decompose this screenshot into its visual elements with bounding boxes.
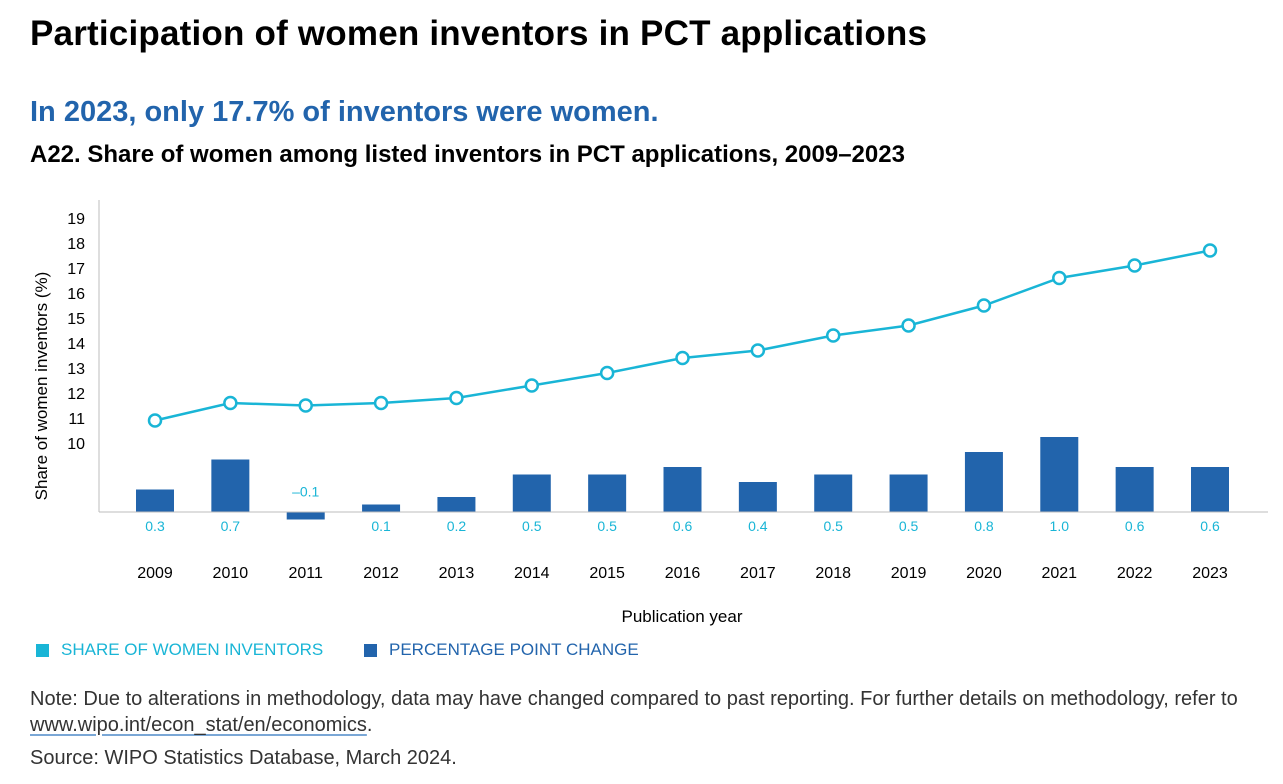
bar-data-label: 0.8 bbox=[974, 518, 994, 534]
y-axis: 10 11 12 13 14 15 16 17 18 19 bbox=[67, 200, 100, 512]
x-tick-label: 2016 bbox=[665, 565, 701, 582]
footnote: Note: Due to alterations in methodology,… bbox=[30, 686, 1260, 738]
x-tick-label: 2010 bbox=[213, 565, 249, 582]
line-point bbox=[599, 365, 615, 381]
bar bbox=[964, 452, 1003, 512]
x-tick-label: 2014 bbox=[514, 565, 550, 582]
note-text: Note: Due to alterations in methodology,… bbox=[30, 688, 1238, 710]
figure-title: A22. Share of women among listed invento… bbox=[30, 141, 905, 168]
y-tick-label: 17 bbox=[67, 261, 85, 278]
y-tick-label: 10 bbox=[67, 436, 85, 453]
x-tick-label: 2015 bbox=[589, 565, 625, 582]
bar-data-label: 1.0 bbox=[1050, 518, 1070, 534]
bar-data-label: 0.6 bbox=[673, 518, 693, 534]
bar bbox=[512, 474, 551, 512]
bar bbox=[362, 504, 401, 512]
bar bbox=[1191, 467, 1229, 512]
combo-chart: 10 11 12 13 14 15 16 17 18 19 0.3 0.7 –0.1 0.1 0.2 0.5… bbox=[32, 200, 1268, 626]
bar-label-series: 0.3 0.7 –0.1 0.1 0.2 0.5 0.5 0.6 0.4 0.5 0.5 0.8 1.0… bbox=[145, 484, 1220, 535]
line-point bbox=[1202, 243, 1218, 258]
line-point bbox=[1052, 270, 1067, 286]
x-tick-label: 2018 bbox=[815, 565, 851, 582]
x-axis-title: Publication year bbox=[622, 607, 743, 626]
line-point bbox=[976, 298, 992, 313]
bar-data-label: –0.1 bbox=[292, 484, 319, 500]
y-axis-title: Share of women inventors (%) bbox=[32, 272, 51, 501]
x-tick-label: 2013 bbox=[439, 565, 475, 582]
x-tick-label: 2009 bbox=[137, 565, 173, 582]
legend-swatch-line bbox=[36, 643, 49, 657]
bar bbox=[663, 467, 702, 512]
bar bbox=[738, 482, 777, 512]
y-tick-label: 13 bbox=[67, 361, 85, 378]
line-point bbox=[449, 390, 464, 406]
line-point bbox=[750, 343, 766, 358]
line-point bbox=[223, 395, 238, 411]
y-tick-label: 15 bbox=[67, 311, 85, 328]
y-tick-label: 12 bbox=[67, 386, 85, 403]
bar bbox=[1040, 437, 1079, 512]
bar-series bbox=[136, 437, 1229, 520]
legend-swatch-bar bbox=[364, 643, 377, 657]
line-series bbox=[147, 243, 1218, 428]
y-tick-label: 11 bbox=[68, 411, 85, 428]
source-line: Source: WIPO Statistics Database, March … bbox=[30, 747, 457, 769]
x-tick-label: 2022 bbox=[1117, 565, 1153, 582]
note-link[interactable]: www.wipo.int/econ_stat/en/economics bbox=[30, 714, 367, 736]
y-tick-label: 14 bbox=[67, 336, 85, 353]
bar bbox=[286, 512, 325, 520]
x-tick-label: 2023 bbox=[1192, 565, 1228, 582]
bar bbox=[437, 497, 476, 512]
line-point bbox=[298, 398, 313, 413]
bar bbox=[889, 474, 928, 512]
bar-data-label: 0.5 bbox=[899, 518, 919, 534]
bar-data-label: 0.6 bbox=[1200, 518, 1220, 534]
y-tick-label: 19 bbox=[67, 211, 85, 228]
y-tick-label: 16 bbox=[67, 286, 85, 303]
x-tick-label: 2019 bbox=[891, 565, 927, 582]
legend-label-change: PERCENTAGE POINT CHANGE bbox=[389, 640, 639, 659]
x-tick-label: 2011 bbox=[289, 565, 324, 582]
bar bbox=[588, 474, 627, 512]
headline-subtitle: In 2023, only 17.7% of inventors were wo… bbox=[30, 96, 659, 128]
share-line bbox=[154, 249, 1211, 422]
line-point bbox=[675, 350, 690, 366]
x-tick-label: 2012 bbox=[363, 565, 399, 582]
line-point bbox=[524, 378, 540, 393]
line-point bbox=[147, 413, 163, 428]
note-suffix: . bbox=[366, 714, 373, 736]
bar bbox=[1115, 467, 1154, 512]
legend-item-share: SHARE OF WOMEN INVENTORS bbox=[36, 640, 323, 660]
bar-data-label: 0.2 bbox=[447, 518, 467, 534]
line-point bbox=[373, 395, 389, 411]
line-point bbox=[1127, 258, 1142, 273]
line-point bbox=[825, 328, 841, 343]
bar-data-label: 0.1 bbox=[371, 518, 391, 534]
x-tick-label: 2021 bbox=[1041, 565, 1077, 582]
bar-data-label: 0.7 bbox=[221, 518, 241, 534]
bar-data-label: 0.5 bbox=[522, 518, 542, 534]
legend-item-change: PERCENTAGE POINT CHANGE bbox=[364, 640, 639, 660]
x-tick-label: 2017 bbox=[740, 565, 776, 582]
bar-data-label: 0.6 bbox=[1125, 518, 1145, 534]
bar-data-label: 0.3 bbox=[145, 518, 165, 534]
y-tick-label: 18 bbox=[67, 236, 85, 253]
bar-data-label: 0.5 bbox=[823, 518, 843, 534]
x-tick-label: 2020 bbox=[966, 565, 1002, 582]
bar bbox=[211, 459, 250, 512]
bar bbox=[136, 489, 174, 512]
x-axis: 2009 2010 2011 2012 2013 2014 2015 2016 2017 2018… bbox=[99, 511, 1268, 582]
page-title: Participation of women inventors in PCT … bbox=[30, 14, 928, 53]
bar bbox=[814, 474, 853, 512]
legend: SHARE OF WOMEN INVENTORS PERCENTAGE POIN… bbox=[36, 640, 675, 662]
line-point bbox=[901, 318, 916, 333]
legend-label-share: SHARE OF WOMEN INVENTORS bbox=[61, 640, 324, 659]
bar-data-label: 0.4 bbox=[748, 518, 768, 534]
bar-data-label: 0.5 bbox=[597, 518, 617, 534]
